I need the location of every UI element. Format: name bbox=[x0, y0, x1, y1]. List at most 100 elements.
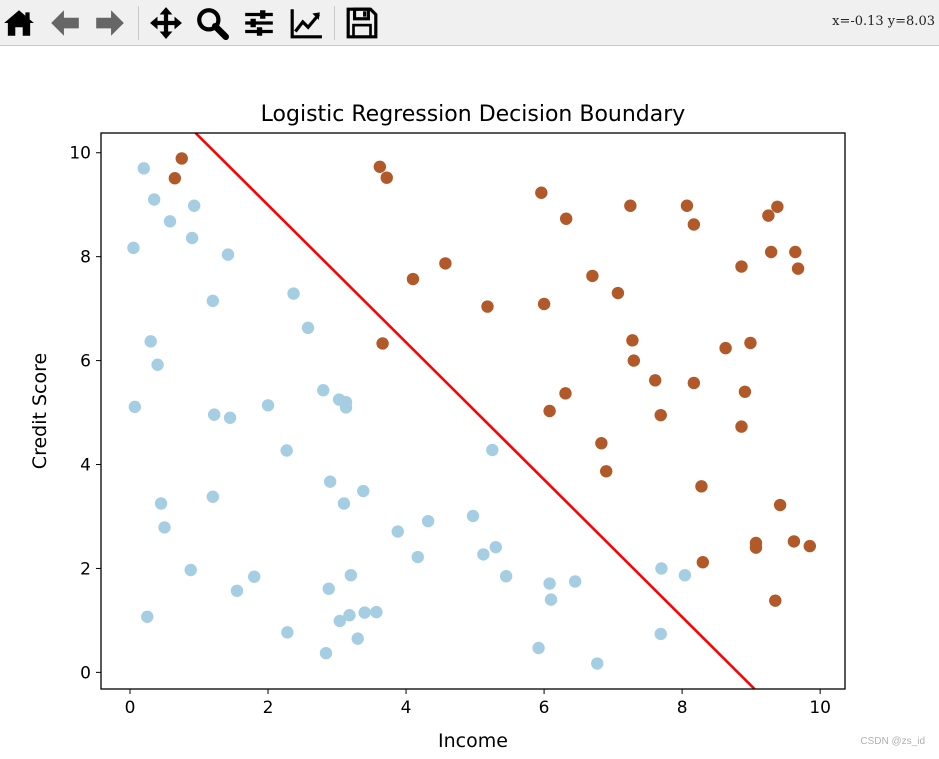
data-point-class-0 bbox=[248, 570, 261, 583]
data-point-class-0 bbox=[421, 514, 435, 528]
decision-boundary-line bbox=[194, 133, 756, 689]
data-point-class-0 bbox=[370, 605, 383, 619]
data-point-class-1 bbox=[373, 160, 387, 173]
x-tick-label: 10 bbox=[809, 698, 831, 718]
data-point-class-1 bbox=[168, 172, 182, 185]
data-point-class-0 bbox=[532, 641, 545, 655]
data-point-class-1 bbox=[595, 437, 608, 450]
axes-frame bbox=[100, 132, 846, 690]
x-tick-label: 4 bbox=[401, 698, 412, 718]
data-point-class-1 bbox=[687, 218, 701, 231]
data-point-class-1 bbox=[735, 420, 748, 433]
data-point-class-0 bbox=[141, 610, 154, 623]
save-floppy-icon bbox=[346, 7, 378, 39]
subplots-configure-icon bbox=[245, 10, 273, 36]
data-point-class-0 bbox=[221, 248, 235, 261]
x-tick-label: 6 bbox=[539, 698, 550, 718]
data-point-class-1 bbox=[654, 408, 667, 422]
data-point-class-0 bbox=[343, 609, 356, 622]
data-point-class-1 bbox=[627, 354, 641, 367]
watermark-text: CSDN @zs_id bbox=[860, 736, 925, 747]
pan-button[interactable] bbox=[147, 5, 185, 41]
data-point-class-1 bbox=[626, 334, 639, 347]
edit-axis-button[interactable] bbox=[287, 5, 325, 41]
data-point-class-0 bbox=[357, 484, 370, 498]
data-point-class-1 bbox=[769, 594, 782, 607]
data-point-class-0 bbox=[339, 401, 353, 414]
data-point-class-0 bbox=[678, 569, 692, 582]
data-point-class-1 bbox=[762, 209, 775, 222]
data-point-class-1 bbox=[559, 387, 572, 400]
data-point-class-0 bbox=[337, 497, 351, 510]
data-point-class-0 bbox=[317, 384, 330, 397]
data-point-class-0 bbox=[486, 443, 499, 457]
pan-move-icon bbox=[150, 7, 182, 39]
data-point-class-1 bbox=[543, 404, 556, 418]
data-point-class-0 bbox=[137, 162, 150, 175]
forward-button[interactable] bbox=[91, 5, 129, 41]
x-axis-label: Income bbox=[438, 730, 508, 752]
configure-subplots-button[interactable] bbox=[240, 5, 278, 41]
y-tick-label: 4 bbox=[80, 456, 91, 476]
data-point-class-0 bbox=[568, 575, 582, 588]
data-point-class-0 bbox=[391, 525, 404, 538]
data-point-class-0 bbox=[358, 606, 371, 619]
data-point-class-1 bbox=[537, 297, 551, 311]
data-point-class-0 bbox=[351, 632, 364, 645]
data-point-class-0 bbox=[654, 627, 667, 641]
back-button[interactable] bbox=[46, 5, 84, 41]
data-point-class-0 bbox=[144, 335, 157, 348]
data-point-class-0 bbox=[151, 358, 164, 371]
data-point-class-1 bbox=[773, 498, 787, 512]
data-point-class-0 bbox=[301, 321, 315, 335]
data-point-class-0 bbox=[158, 521, 171, 534]
data-point-class-0 bbox=[261, 399, 275, 412]
data-point-class-0 bbox=[466, 509, 480, 523]
home-icon bbox=[4, 10, 34, 36]
data-point-class-1 bbox=[789, 245, 802, 259]
home-button[interactable] bbox=[0, 5, 38, 41]
save-button[interactable] bbox=[343, 5, 381, 41]
edit-axis-line-icon bbox=[290, 9, 322, 39]
data-point-class-1 bbox=[735, 260, 748, 273]
data-point-class-0 bbox=[333, 614, 346, 628]
y-tick-label: 6 bbox=[80, 352, 91, 372]
data-point-class-0 bbox=[489, 540, 502, 554]
y-tick-label: 8 bbox=[80, 248, 91, 268]
data-point-class-0 bbox=[206, 294, 220, 308]
figure-canvas[interactable]: 0 2 4 6 8 10 0 2 4 6 8 10 Logistic Regression Decisi… bbox=[0, 47, 939, 755]
data-point-class-0 bbox=[128, 400, 142, 414]
data-point-class-1 bbox=[787, 535, 801, 548]
data-point-class-0 bbox=[184, 563, 197, 577]
data-point-class-0 bbox=[127, 241, 140, 255]
data-point-class-0 bbox=[591, 657, 604, 670]
zoom-button[interactable] bbox=[193, 5, 231, 41]
x-tick-label: 8 bbox=[677, 698, 688, 718]
data-point-class-1 bbox=[600, 465, 613, 478]
data-point-class-1 bbox=[719, 341, 732, 355]
data-point-class-1 bbox=[376, 337, 389, 350]
data-point-class-0 bbox=[323, 475, 337, 488]
data-point-class-1 bbox=[803, 539, 817, 553]
data-point-class-0 bbox=[287, 287, 300, 300]
data-point-class-0 bbox=[185, 231, 199, 245]
data-point-class-0 bbox=[544, 593, 558, 606]
data-point-class-0 bbox=[499, 570, 513, 583]
x-tick-label: 0 bbox=[125, 698, 136, 718]
data-point-class-1 bbox=[791, 262, 805, 275]
data-point-class-0 bbox=[477, 548, 490, 561]
navigation-toolbar: x=-0.13 y=8.03 bbox=[0, 0, 939, 46]
data-point-class-0 bbox=[319, 646, 333, 660]
forward-arrow-icon bbox=[96, 10, 124, 36]
y-tick-label: 10 bbox=[69, 144, 91, 164]
data-point-class-0 bbox=[230, 584, 244, 597]
y-axis-label: Credit Score bbox=[29, 353, 51, 469]
back-arrow-icon bbox=[51, 10, 79, 36]
chart-title: Logistic Regression Decision Boundary bbox=[261, 102, 686, 127]
data-point-class-1 bbox=[624, 199, 637, 212]
data-point-class-0 bbox=[163, 215, 177, 228]
x-tick-label: 2 bbox=[263, 698, 274, 718]
data-point-class-0 bbox=[411, 550, 424, 564]
data-point-class-1 bbox=[771, 200, 784, 213]
data-point-class-1 bbox=[695, 480, 708, 493]
